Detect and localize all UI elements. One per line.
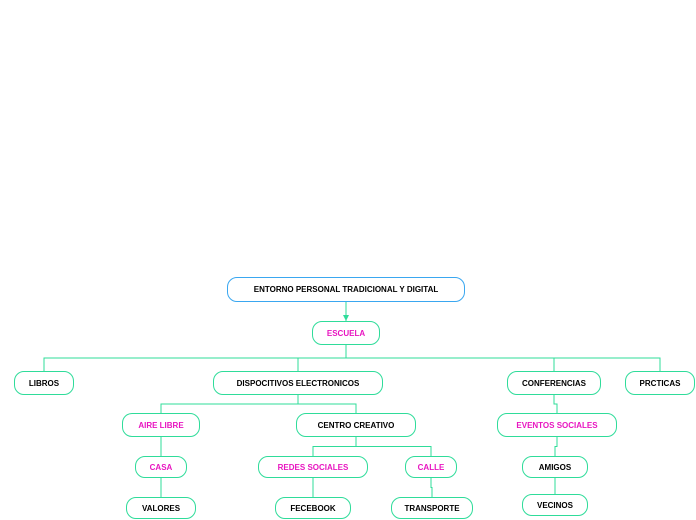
node-airelibre: AIRE LIBRE [122, 413, 200, 437]
edge-centro-calle [356, 437, 431, 456]
node-amigos: AMIGOS [522, 456, 588, 478]
edge-eventos-amigos [555, 437, 557, 456]
node-conf: CONFERENCIAS [507, 371, 601, 395]
diagram-edges [0, 0, 696, 520]
node-redes: REDES SOCIALES [258, 456, 368, 478]
node-valores: VALORES [126, 497, 196, 519]
edge-escuela-prcticas [346, 345, 660, 371]
node-transporte: TRANSPORTE [391, 497, 473, 519]
edge-escuela-disp [298, 345, 346, 371]
node-casa: CASA [135, 456, 187, 478]
node-fecebook: FECEBOOK [275, 497, 351, 519]
edge-calle-transporte [431, 478, 432, 497]
edge-conf-eventos [554, 395, 557, 413]
edge-centro-redes [313, 437, 356, 456]
node-disp: DISPOCITIVOS ELECTRONICOS [213, 371, 383, 395]
node-libros: LIBROS [14, 371, 74, 395]
node-escuela: ESCUELA [312, 321, 380, 345]
node-root: ENTORNO PERSONAL TRADICIONAL Y DIGITAL [227, 277, 465, 302]
node-vecinos: VECINOS [522, 494, 588, 516]
edge-disp-centro [298, 395, 356, 413]
node-calle: CALLE [405, 456, 457, 478]
node-eventos: EVENTOS SOCIALES [497, 413, 617, 437]
node-prcticas: PRCTICAS [625, 371, 695, 395]
node-centro: CENTRO CREATIVO [296, 413, 416, 437]
edge-disp-airelibre [161, 395, 298, 413]
